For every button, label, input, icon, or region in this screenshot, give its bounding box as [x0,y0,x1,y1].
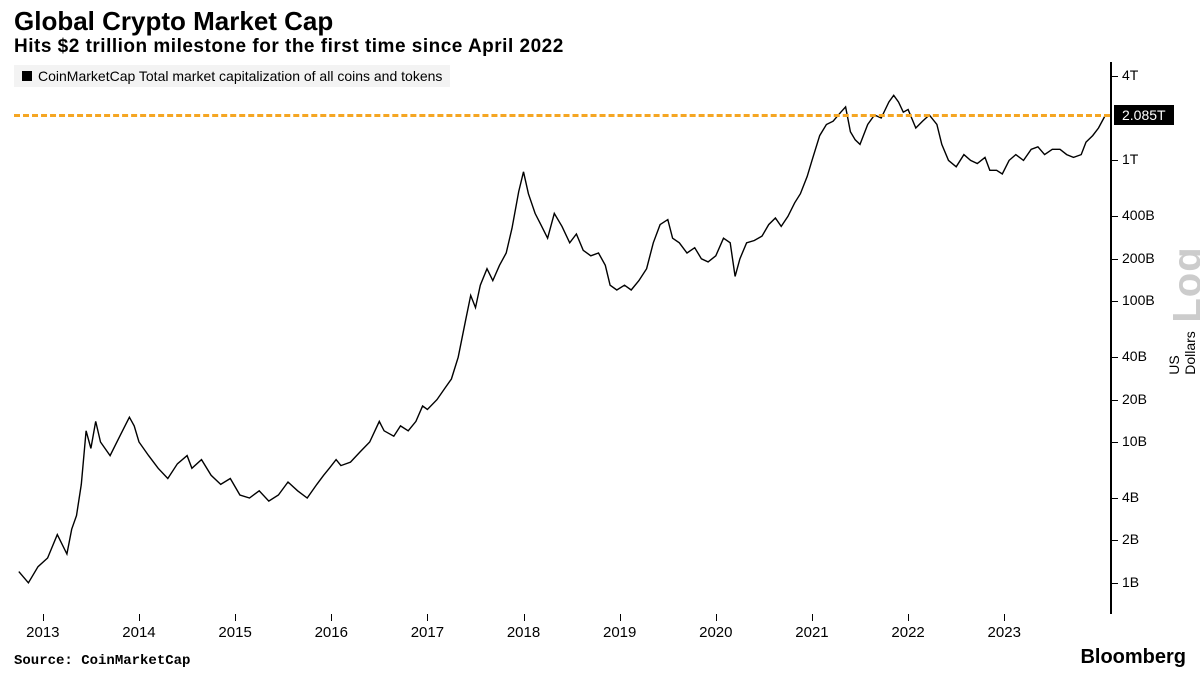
y-tick-label: 1B [1122,574,1139,590]
x-tick-label: 2019 [603,624,636,641]
x-tick-label: 2023 [988,624,1021,641]
threshold-line [14,114,1110,117]
x-tick [524,614,525,621]
y-tick [1110,301,1118,302]
y-tick-label: 2B [1122,531,1139,547]
y-tick [1110,160,1118,161]
y-tick [1110,583,1118,584]
x-tick-label: 2017 [411,624,444,641]
y-tick-label: 1T [1122,151,1138,167]
x-tick-label: 2015 [218,624,251,641]
threshold-label: 2.085T [1114,105,1174,125]
y-tick [1110,76,1118,77]
y-axis-title: US Dollars [1166,331,1198,375]
x-tick [908,614,909,621]
y-tick [1110,216,1118,217]
x-tick [331,614,332,621]
x-tick [139,614,140,621]
x-tick-label: 2021 [795,624,828,641]
series-line [19,95,1105,583]
x-tick [235,614,236,621]
x-tick-label: 2013 [26,624,59,641]
y-tick [1110,357,1118,358]
y-tick [1110,400,1118,401]
x-tick [427,614,428,621]
x-tick [812,614,813,621]
chart-title: Global Crypto Market Cap [14,6,333,37]
x-tick-label: 2016 [315,624,348,641]
y-tick [1110,540,1118,541]
log-watermark: Log [1166,246,1200,322]
source-label: Source: CoinMarketCap [14,653,190,669]
y-tick-label: 4T [1122,67,1138,83]
x-tick-label: 2020 [699,624,732,641]
y-tick [1110,442,1118,443]
y-tick-label: 400B [1122,207,1155,223]
x-tick [43,614,44,621]
y-tick [1110,259,1118,260]
y-tick-label: 100B [1122,292,1155,308]
y-tick [1110,498,1118,499]
line-chart [14,62,1110,614]
y-tick-label: 20B [1122,391,1147,407]
chart-subtitle: Hits $2 trillion milestone for the first… [14,36,564,58]
x-tick [1004,614,1005,621]
brand-label: Bloomberg [1080,646,1186,669]
y-tick-label: 4B [1122,489,1139,505]
x-tick [620,614,621,621]
x-tick [716,614,717,621]
y-tick-label: 200B [1122,250,1155,266]
y-tick-label: 40B [1122,348,1147,364]
x-tick-label: 2018 [507,624,540,641]
x-tick-label: 2014 [122,624,155,641]
x-tick-label: 2022 [891,624,924,641]
y-tick-label: 10B [1122,433,1147,449]
y-axis-line [1110,62,1112,614]
